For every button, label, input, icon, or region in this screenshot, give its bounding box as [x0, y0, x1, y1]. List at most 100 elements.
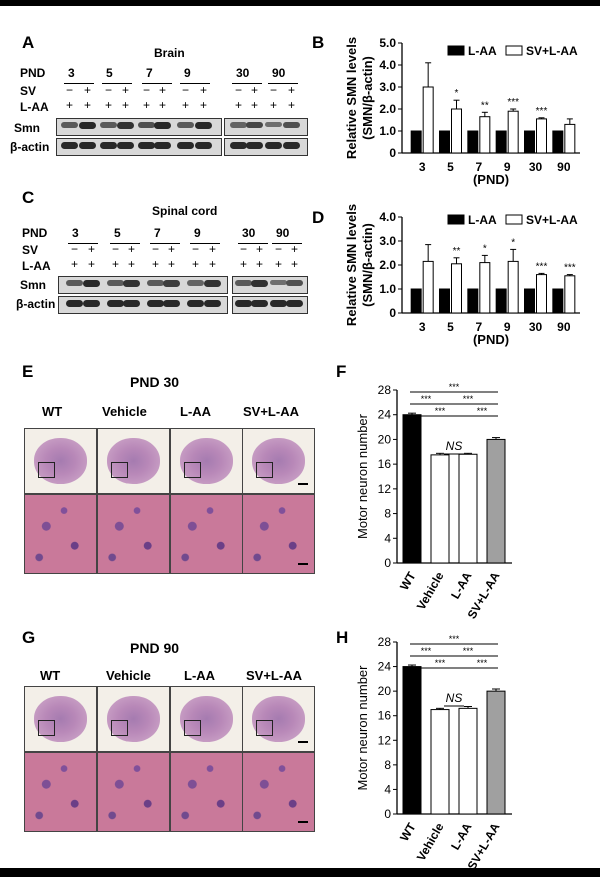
- bar-laa: [410, 130, 422, 154]
- spinal-cord-section: [242, 686, 315, 752]
- bar-laa: [495, 288, 507, 314]
- actin-band: [123, 300, 140, 307]
- laa-sign: +: [143, 98, 151, 112]
- x-axis-label: (PND): [473, 332, 509, 347]
- legend-swatch-sv-laa: [505, 45, 523, 56]
- bar-sv-laa: [564, 275, 576, 314]
- cord-tissue: [251, 437, 306, 485]
- legend-swatch-laa: [447, 45, 465, 56]
- bar-sv-laa: [479, 262, 491, 314]
- pnd-group-line: [68, 243, 98, 244]
- actin-band: [251, 300, 268, 307]
- sv-sign: +: [288, 83, 296, 97]
- pnd-group-line: [110, 243, 140, 244]
- pnd-label: 30: [236, 66, 250, 80]
- row-label-laa: L-AA: [22, 259, 51, 273]
- smn-band: [83, 280, 100, 287]
- bar-laa: [467, 130, 479, 154]
- motor-neuron-magnified: [97, 494, 170, 574]
- scale-bar: [298, 563, 308, 565]
- smn-band: [270, 280, 287, 286]
- laa-sign: +: [291, 257, 299, 271]
- panel-label-g: G: [22, 628, 36, 647]
- smn-blot-left: [58, 276, 228, 294]
- y-axis-label: Motor neuron number: [355, 665, 370, 791]
- bar-laa: [439, 288, 450, 314]
- actin-band: [177, 142, 194, 149]
- x-tick-label: 90: [557, 160, 571, 174]
- y-tick-label: 2.0: [379, 258, 396, 272]
- y-tick-label: 20: [378, 432, 392, 446]
- smn-band: [154, 122, 171, 129]
- motor-neuron-magnified: [97, 752, 170, 832]
- actin-band: [246, 142, 263, 149]
- motor-neuron-magnified: [170, 494, 243, 574]
- group-label-laa: L-AA: [180, 404, 212, 419]
- bar-laa: [552, 288, 564, 314]
- row-label-actin: β-actin: [10, 140, 50, 154]
- bar-sv-laa: [507, 260, 519, 314]
- significance-mark: **: [481, 100, 489, 111]
- smn-band: [251, 280, 268, 287]
- actin-band: [107, 300, 124, 307]
- inset-box: [255, 720, 274, 737]
- pnd-label: 30: [242, 226, 256, 240]
- smn-band: [79, 122, 96, 129]
- inset-box: [110, 720, 129, 737]
- motor-neuron-magnified: [242, 752, 315, 832]
- motor-neuron-magnified: [242, 494, 315, 574]
- actin-band: [117, 142, 134, 149]
- significance-label: NS: [446, 439, 463, 453]
- smn-band: [286, 280, 303, 286]
- significance-label: ***: [435, 406, 446, 416]
- y-axis-label: Motor neuron number: [355, 413, 370, 539]
- bar-laa: [552, 130, 564, 154]
- pnd-group-line: [64, 83, 94, 84]
- pnd-label: 3: [68, 66, 75, 80]
- smn-band: [195, 122, 212, 129]
- sv-sign: +: [159, 83, 167, 97]
- actin-band: [138, 142, 155, 149]
- pnd-label: 90: [272, 66, 286, 80]
- actin-band: [283, 142, 300, 149]
- smn-band: [147, 280, 164, 286]
- bar: [430, 454, 450, 564]
- y-tick-label: 0: [384, 807, 391, 821]
- spinal-cord-section: [97, 686, 170, 752]
- bar-sv-laa: [422, 86, 434, 154]
- x-tick-label: 7: [475, 160, 482, 174]
- pnd-group-line: [180, 83, 210, 84]
- bar-sv-laa: [536, 118, 547, 154]
- bar-sv-laa: [479, 116, 491, 154]
- inset-box: [255, 462, 274, 479]
- bar: [430, 709, 450, 815]
- significance-label: ***: [435, 658, 446, 668]
- spinal-cord-section: [242, 428, 315, 494]
- sv-sign: +: [291, 242, 299, 256]
- smn-band: [138, 122, 155, 128]
- y-tick-label: 16: [378, 457, 392, 471]
- panel-label-h: H: [336, 628, 349, 647]
- row-label-actin: β-actin: [16, 297, 56, 311]
- significance-label: ***: [421, 646, 432, 656]
- blot-title: Spinal cord: [152, 204, 218, 218]
- bar: [402, 666, 422, 815]
- significance-mark: ***: [536, 106, 548, 117]
- spinal-cord-section: [24, 686, 97, 752]
- significance-mark: ***: [536, 261, 548, 272]
- scale-bar: [298, 821, 308, 823]
- smn-band: [66, 280, 83, 286]
- bar-laa: [410, 288, 422, 314]
- bar-sv-laa: [536, 274, 547, 314]
- legend-swatch-laa: [447, 214, 465, 225]
- significance-label: ***: [463, 394, 474, 404]
- x-axis-label: (PND): [473, 172, 509, 187]
- laa-sign: +: [168, 257, 176, 271]
- actin-band: [187, 300, 204, 307]
- row-label-sv: SV: [22, 243, 39, 257]
- smn-band: [117, 122, 134, 129]
- sv-sign: +: [122, 83, 130, 97]
- y-tick-label: 28: [378, 383, 392, 397]
- cord-tissue: [106, 695, 161, 743]
